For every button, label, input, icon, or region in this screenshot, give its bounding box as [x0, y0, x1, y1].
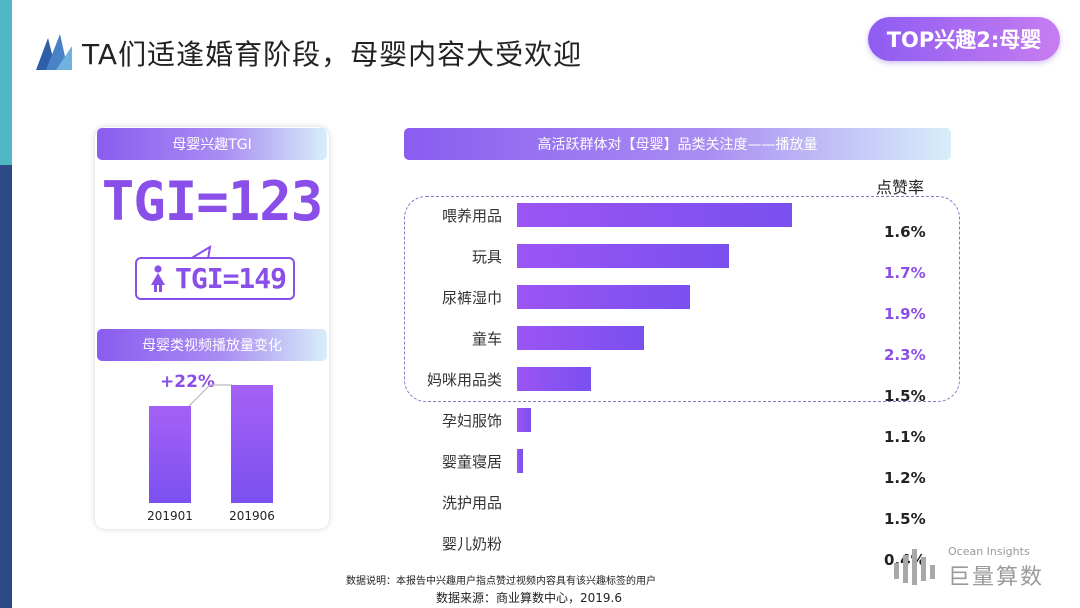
category-bar: [517, 244, 729, 268]
female-icon: [151, 265, 165, 292]
growth-label: +22%: [160, 372, 215, 392]
brand-mark: Ocean Insights 巨量算数: [894, 545, 1064, 590]
category-bar: [517, 326, 644, 350]
mini-category-label: 201906: [229, 509, 275, 523]
accent-strip-teal: [0, 0, 12, 165]
category-bar: [517, 285, 691, 309]
like-rate-value: 1.2%: [884, 469, 926, 487]
page-title: TA们适逢婚育阶段，母婴内容大受欢迎: [82, 38, 583, 71]
category-label: 尿裤湿巾: [441, 289, 502, 307]
mini-category-label: 201901: [147, 509, 193, 523]
equalizer-logo-icon: [894, 549, 935, 585]
topic-badge: TOP兴趣2:母婴: [868, 17, 1060, 61]
tgi-panel-header: 母婴兴趣TGI: [97, 128, 327, 160]
mini-bar: [149, 406, 191, 503]
like-rate-value: 2.3%: [884, 346, 926, 364]
category-bar: [517, 449, 523, 473]
category-label: 洗护用品: [441, 494, 502, 512]
like-rate-header: 点赞率: [876, 178, 925, 197]
like-rate-value: 1.5%: [884, 510, 926, 528]
category-label: 童车: [471, 330, 502, 348]
highlight-group-frame: [404, 196, 960, 402]
mini-bar: [231, 385, 273, 503]
tgi-card: [95, 127, 329, 529]
tgi-overall-value: TGI=123: [101, 170, 324, 233]
brand-name-en: Ocean Insights: [948, 545, 1030, 558]
like-rate-value: 1.1%: [884, 428, 926, 446]
like-rate-value: 1.5%: [884, 387, 926, 405]
category-bar: [517, 367, 592, 391]
like-rate-value: 1.6%: [884, 223, 926, 241]
category-label: 喂养用品: [441, 207, 502, 225]
video-growth-header: 母婴类视频播放量变化: [97, 329, 327, 361]
tgi-female-value: TGI=149: [175, 262, 287, 295]
like-rate-value: 1.7%: [884, 264, 926, 282]
growth-connector: [188, 384, 232, 408]
category-label: 玩具: [471, 248, 502, 266]
accent-strip-navy: [0, 165, 12, 608]
category-label: 孕妇服饰: [441, 412, 502, 430]
brand-name-cn: 巨量算数: [948, 565, 1045, 590]
category-label: 妈咪用品类: [426, 371, 502, 389]
data-note: 数据说明：本报告中兴趣用户指点赞过视频内容具有该兴趣标签的用户: [346, 576, 656, 587]
category-label: 婴儿奶粉: [441, 535, 502, 553]
tgi-female-box: TGI=149: [135, 257, 295, 300]
like-rate-value: 1.9%: [884, 305, 926, 323]
speech-pointer-icon: [190, 245, 212, 260]
chart-panel-header: 高活跃群体对【母婴】品类关注度——播放量: [404, 128, 951, 160]
data-source: 数据来源：商业算数中心，2019.6: [436, 591, 622, 605]
category-bar: [517, 408, 531, 432]
brand-logo-icon: [36, 34, 72, 70]
category-label: 婴童寝居: [441, 453, 502, 471]
category-bar: [517, 203, 792, 227]
